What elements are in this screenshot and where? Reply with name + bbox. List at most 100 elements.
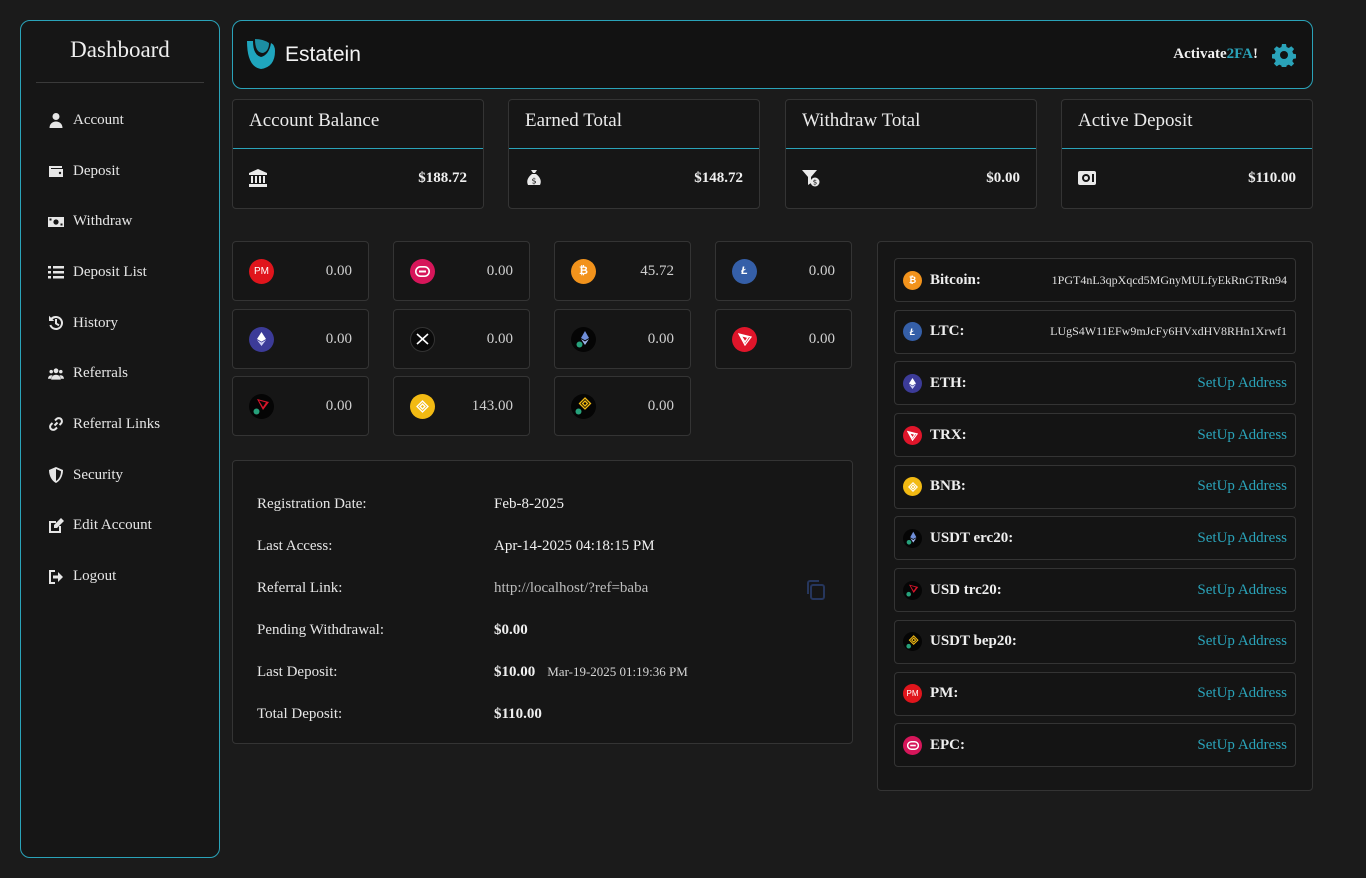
epc-coin-icon — [903, 735, 922, 755]
wallet-addresses-panel: ₿ Bitcoin: 1PGT4nL3qpXqcd5MGnyMULfyEkRnGT… — [877, 241, 1313, 791]
pm-coin-icon: PM — [249, 258, 274, 284]
safe-icon — [1078, 171, 1096, 185]
sidebar-nav: Account Deposit Withdraw Deposit List Hi… — [21, 95, 219, 602]
wallet-row-eth: ETH: SetUp Address — [894, 361, 1296, 406]
money-bag-icon: $ — [527, 170, 541, 186]
sidebar-item-label: Security — [73, 466, 123, 483]
info-label: Pending Withdrawal: — [257, 621, 385, 638]
sidebar-item-label: Referrals — [73, 365, 128, 382]
sidebar-item-label: Deposit — [73, 162, 120, 179]
stat-account-balance: Account Balance $188.72 — [232, 99, 484, 209]
wallet-label: USD trc20: — [930, 581, 1002, 598]
sidebar-item-deposit[interactable]: Deposit — [21, 146, 219, 197]
balance-amount: 0.00 — [808, 330, 835, 347]
sidebar-item-label: Account — [73, 111, 124, 128]
setup-address-link[interactable]: SetUp Address — [1197, 633, 1287, 650]
wallet-icon — [47, 163, 65, 179]
wallet-row-pm: PM PM: SetUp Address — [894, 671, 1296, 716]
xrp-coin-icon — [410, 326, 435, 352]
stat-title: Withdraw Total — [786, 100, 1036, 149]
balance-amount: 0.00 — [325, 262, 352, 279]
tron-coin-icon — [732, 326, 757, 352]
setup-address-link[interactable]: SetUp Address — [1197, 581, 1287, 598]
bitcoin-coin-icon: ₿ — [903, 270, 922, 290]
sidebar-item-security[interactable]: Security — [21, 450, 219, 501]
setup-address-link[interactable]: SetUp Address — [1197, 736, 1287, 753]
usdt-erc20-coin-icon — [903, 528, 922, 548]
stat-active-deposit: Active Deposit $110.00 — [1061, 99, 1313, 209]
balance-amount: 0.00 — [325, 330, 352, 347]
balance-tile-pm: PM 0.00 — [232, 241, 369, 301]
wallet-address: LUgS4W11EFw9mJcFy6HVxdHV8RHn1Xrwf1 — [1050, 324, 1287, 339]
sidebar-item-label: Edit Account — [73, 517, 152, 534]
info-row-last-access: Last Access: Apr-14-2025 04:18:15 PM — [257, 525, 828, 567]
info-row-total-deposit: Total Deposit: $110.00 — [257, 693, 828, 735]
activate-2fa-suffix: ! — [1253, 46, 1258, 62]
sidebar-item-history[interactable]: History — [21, 298, 219, 349]
sidebar-item-deposit-list[interactable]: Deposit List — [21, 247, 219, 298]
setup-address-link[interactable]: SetUp Address — [1197, 426, 1287, 443]
ethereum-coin-icon — [249, 326, 274, 352]
info-label: Last Deposit: — [257, 663, 338, 680]
wallet-label: EPC: — [930, 736, 965, 753]
setup-address-link[interactable]: SetUp Address — [1197, 685, 1287, 701]
sidebar-item-edit-account[interactable]: Edit Account — [21, 501, 219, 552]
activate-2fa-link[interactable]: 2FA — [1226, 46, 1253, 62]
edit-icon — [47, 517, 65, 534]
sidebar-title: Dashboard — [70, 37, 170, 62]
referral-link-value[interactable]: http://localhost/?ref=baba — [494, 579, 649, 596]
litecoin-coin-icon: Ł — [732, 258, 757, 284]
pm-coin-icon: PM — [903, 684, 922, 703]
info-value: $0.00 — [494, 621, 528, 638]
balance-tile-bnb: 143.00 — [393, 376, 530, 436]
sidebar-item-referrals[interactable]: Referrals — [21, 348, 219, 399]
sidebar-item-label: Deposit List — [73, 263, 147, 280]
brand[interactable]: Estatein — [243, 37, 361, 73]
brand-name: Estatein — [285, 42, 361, 66]
wallet-row-epc: EPC: SetUp Address — [894, 723, 1296, 768]
svg-text:$: $ — [813, 179, 817, 187]
sidebar-item-logout[interactable]: Logout — [21, 551, 219, 602]
history-icon — [47, 315, 65, 331]
balance-amount: 0.00 — [647, 330, 674, 347]
users-icon — [47, 366, 65, 382]
litecoin-coin-icon: Ł — [903, 322, 922, 342]
svg-text:$: $ — [531, 177, 536, 186]
wallet-label: USDT erc20: — [930, 529, 1014, 546]
info-row-pending-withdrawal: Pending Withdrawal: $0.00 — [257, 609, 828, 651]
gear-icon[interactable] — [1272, 43, 1296, 67]
balance-amount: 143.00 — [471, 397, 513, 414]
activate-2fa[interactable]: Activate 2FA! — [1173, 43, 1296, 67]
stat-value: $148.72 — [694, 169, 743, 186]
stat-value: $0.00 — [986, 169, 1020, 186]
info-value: Apr-14-2025 04:18:15 PM — [494, 537, 655, 554]
setup-address-link[interactable]: SetUp Address — [1197, 478, 1287, 495]
copy-icon[interactable] — [805, 579, 827, 601]
usdt-erc20-coin-icon — [571, 326, 596, 352]
wallet-row-usdt-bep20: USDT bep20: SetUp Address — [894, 619, 1296, 664]
stat-title: Earned Total — [509, 100, 759, 149]
epc-coin-icon — [410, 258, 435, 284]
shield-icon — [47, 467, 65, 484]
wallet-label: BNB: — [930, 478, 966, 495]
balance-amount: 0.00 — [486, 330, 513, 347]
info-value: $10.00 — [494, 663, 536, 680]
list-icon — [47, 264, 65, 280]
stat-value: $110.00 — [1248, 169, 1296, 186]
last-deposit-date: Mar-19-2025 01:19:36 PM — [547, 664, 688, 679]
balance-amount: 0.00 — [486, 262, 513, 279]
wallet-label: LTC: — [930, 323, 965, 340]
setup-address-link[interactable]: SetUp Address — [1197, 374, 1287, 391]
sidebar: Dashboard Account Deposit Withdraw Depos… — [20, 20, 220, 858]
sidebar-item-referral-links[interactable]: Referral Links — [21, 399, 219, 450]
sidebar-item-account[interactable]: Account — [21, 95, 219, 146]
balance-tile-xrp: 0.00 — [393, 309, 530, 369]
usdt-bep20-coin-icon — [571, 393, 596, 419]
sidebar-item-withdraw[interactable]: Withdraw — [21, 196, 219, 247]
wallet-label: PM: — [930, 685, 959, 701]
account-info-panel: Registration Date: Feb-8-2025 Last Acces… — [232, 460, 853, 744]
wallet-label: Bitcoin: — [930, 271, 981, 288]
wallet-label: USDT bep20: — [930, 633, 1017, 650]
setup-address-link[interactable]: SetUp Address — [1197, 529, 1287, 546]
tron-coin-icon — [903, 425, 922, 445]
